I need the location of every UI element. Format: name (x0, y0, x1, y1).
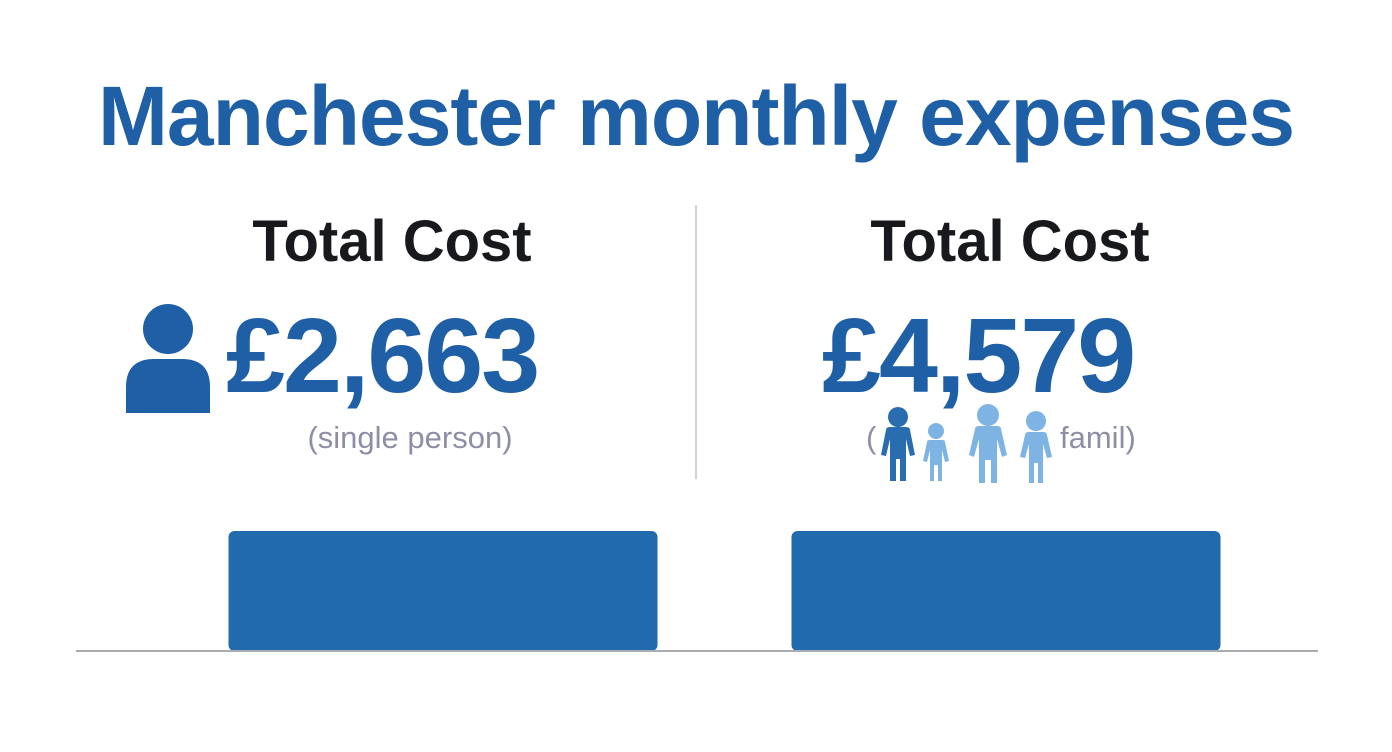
left-panel-caption: (single person) (307, 420, 513, 455)
panel-divider (695, 205, 697, 479)
right-panel-caption: famil) (1060, 420, 1136, 455)
right-panel-caption-open: ( (866, 420, 877, 455)
family-icon (881, 404, 1052, 483)
person-icon (126, 304, 210, 413)
left-panel-amount: £2,663 (226, 297, 540, 415)
right-panel-amount: £4,579 (822, 297, 1136, 415)
right-panel-heading: Total Cost (870, 209, 1150, 274)
bar-single-person (228, 531, 658, 651)
bar-famil (791, 531, 1221, 651)
bar-chart (76, 531, 1318, 652)
left-panel-heading: Total Cost (252, 209, 532, 274)
page-title: Manchester monthly expenses (97, 69, 1295, 163)
